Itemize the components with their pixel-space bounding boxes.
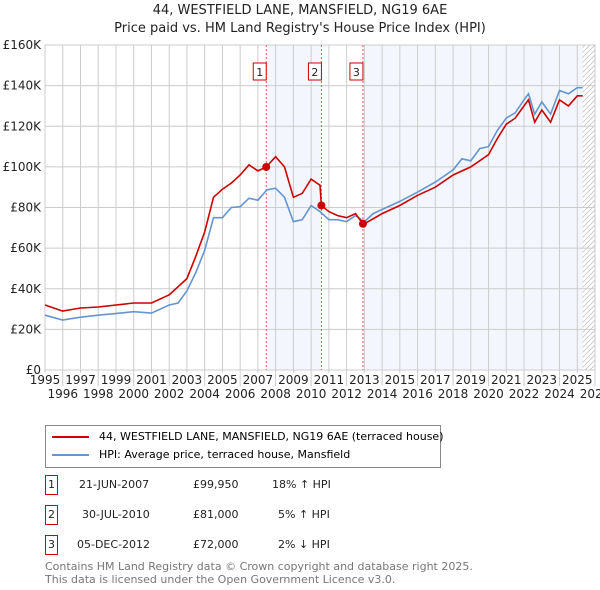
x-tick-label: 2024 [544, 387, 575, 401]
sale-marker-box [252, 62, 267, 81]
x-tick-label: 2007 [243, 373, 274, 387]
legend-blue-line [52, 454, 89, 456]
x-tick-label: 2011 [314, 373, 345, 387]
x-tick-label: 2003 [172, 373, 203, 387]
sale-marker-label: 3 [353, 66, 360, 79]
sale-price: £81,000 [193, 508, 239, 521]
sale-point [358, 219, 367, 228]
sale-price: £72,000 [193, 538, 239, 551]
x-tick-label: 2010 [296, 387, 327, 401]
x-tick-label: 2023 [527, 373, 558, 387]
x-tick-label: 2009 [278, 373, 309, 387]
sale-hpi: 18% ↑ HPI [272, 478, 331, 491]
y-tick-label: £20K [10, 322, 42, 336]
y-tick-label: £40K [10, 282, 42, 296]
x-tick-label: 2001 [136, 373, 167, 387]
sale-date: 30-JUL-2010 [82, 508, 150, 521]
x-tick-label: 1997 [65, 373, 96, 387]
x-tick-label: 2002 [154, 387, 185, 401]
table-row: 1 21-JUN-2007 £99,950 18% ↑ HPI [45, 475, 345, 495]
x-tick-label: 2004 [189, 387, 220, 401]
sale-point [317, 201, 326, 210]
y-tick-label: £60K [10, 241, 42, 255]
x-tick-label: 2026 [580, 387, 600, 401]
x-tick-label: 1998 [83, 387, 114, 401]
x-tick-label: 2015 [385, 373, 416, 387]
x-tick-label: 2025 [562, 373, 593, 387]
sale-marker: 2 [45, 505, 58, 525]
x-tick-label: 2014 [367, 387, 398, 401]
x-tick-label: 1995 [30, 373, 61, 387]
sale-hpi: 5% ↑ HPI [278, 508, 330, 521]
sale-marker-box [349, 62, 364, 81]
footer-line: Contains HM Land Registry data © Crown c… [45, 560, 473, 573]
price-chart: 1995199619971998199920002001200220032004… [3, 38, 600, 401]
sale-price: £99,950 [193, 478, 239, 491]
sale-point [262, 162, 271, 171]
hpi-line [44, 86, 583, 321]
x-tick-label: 2017 [420, 373, 451, 387]
x-tick-label: 1996 [47, 387, 78, 401]
x-tick-label: 2013 [349, 373, 380, 387]
y-tick-label: £0 [26, 363, 41, 377]
sale-marker-box [307, 62, 322, 81]
sale-marker-label: 1 [256, 66, 263, 79]
x-tick-label: 2005 [207, 373, 238, 387]
chart-title: 44, WESTFIELD LANE, MANSFIELD, NG19 6AE [152, 3, 448, 18]
plot-border [44, 44, 596, 371]
sale-marker: 3 [45, 535, 58, 555]
x-tick-label: 2020 [473, 387, 504, 401]
sale-date: 21-JUN-2007 [79, 478, 150, 491]
x-tick-label: 2019 [456, 373, 487, 387]
x-tick-label: 2008 [260, 387, 291, 401]
x-tick-label: 2016 [402, 387, 433, 401]
x-tick-label: 2000 [118, 387, 149, 401]
x-tick-label: 2018 [438, 387, 469, 401]
x-tick-label: 2021 [491, 373, 522, 387]
table-row: 2 30-JUL-2010 £81,000 5% ↑ HPI [45, 505, 345, 525]
x-tick-label: 2022 [509, 387, 540, 401]
legend: 44, WESTFIELD LANE, MANSFIELD, NG19 6AE … [45, 425, 444, 468]
y-tick-label: £160K [3, 38, 43, 52]
footer: Contains HM Land Registry data © Crown c… [45, 560, 473, 586]
property-price-line [44, 95, 583, 312]
footer-line: This data is licensed under the Open Gov… [45, 573, 396, 586]
y-tick-label: £140K [3, 79, 43, 93]
x-tick-label: 2012 [331, 387, 362, 401]
legend-red-line [52, 436, 89, 438]
y-tick-label: £80K [10, 201, 42, 215]
table-row: 3 05-DEC-2012 £72,000 2% ↓ HPI [45, 535, 345, 555]
sale-marker-label: 2 [311, 66, 318, 79]
chart-subtitle: Price paid vs. HM Land Registry's House … [114, 21, 486, 36]
x-tick-label: 1999 [101, 373, 132, 387]
legend-property: 44, WESTFIELD LANE, MANSFIELD, NG19 6AE … [99, 430, 444, 443]
y-tick-label: £100K [3, 160, 43, 174]
sale-marker: 1 [45, 475, 58, 495]
x-tick-label: 2006 [225, 387, 256, 401]
sale-hpi: 2% ↓ HPI [278, 538, 330, 551]
sale-date: 05-DEC-2012 [77, 538, 151, 551]
y-tick-label: £120K [3, 119, 43, 133]
legend-hpi: HPI: Average price, terraced house, Mans… [99, 448, 351, 461]
